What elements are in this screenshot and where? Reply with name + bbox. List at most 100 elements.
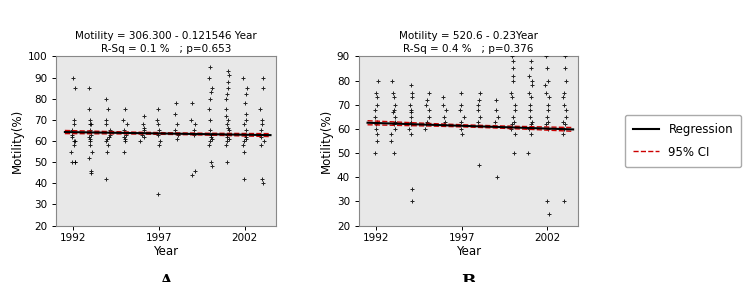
Point (118, 135, 130, 139)
Point (203, 107, 215, 111)
Point (455, 119, 467, 124)
Point (118, 149, 130, 154)
Point (237, 122, 249, 126)
Point (100, 177, 112, 181)
Point (102, 107, 114, 111)
Point (508, 59, 520, 63)
Point (525, 131, 537, 136)
Point (155, 139, 167, 143)
Point (85, 170, 97, 175)
Point (455, 102, 467, 107)
Point (100, 122, 112, 126)
Point (240, 111, 252, 116)
Point (539, 91, 551, 95)
Point (387, 91, 399, 95)
Point (542, 102, 554, 107)
Point (558, 127, 570, 131)
Point (389, 119, 401, 124)
Point (420, 122, 432, 126)
Point (541, 199, 553, 204)
Point (388, 151, 400, 155)
Point (170, 101, 182, 105)
Legend: Regression, 95% CI: Regression, 95% CI (625, 115, 741, 167)
Point (369, 151, 381, 155)
Point (237, 75, 249, 80)
Point (369, 127, 382, 131)
Point (385, 131, 397, 136)
Point (69, 160, 81, 164)
Point (506, 95, 518, 100)
Point (85, 122, 97, 126)
Point (65, 135, 77, 139)
Point (439, 122, 451, 126)
Point (436, 95, 448, 100)
Point (541, 66, 553, 71)
Point (206, 136, 218, 141)
Point (223, 128, 235, 133)
Point (420, 102, 432, 107)
Point (369, 107, 381, 112)
Point (438, 114, 450, 119)
Point (255, 143, 267, 147)
Point (541, 78, 553, 83)
Point (86, 149, 98, 154)
Point (489, 119, 501, 124)
Point (543, 95, 555, 100)
Point (221, 160, 233, 164)
Point (507, 74, 519, 78)
Point (222, 135, 234, 139)
Point (404, 102, 416, 107)
Point (454, 127, 466, 131)
Point (508, 42, 520, 47)
Point (66, 128, 78, 133)
Point (258, 86, 270, 90)
Point (169, 111, 181, 116)
Point (406, 131, 418, 136)
Point (558, 199, 570, 204)
Point (526, 83, 538, 88)
Point (406, 95, 418, 100)
Point (454, 107, 466, 112)
Y-axis label: Motility(%): Motility(%) (11, 109, 23, 173)
Point (101, 149, 113, 154)
Point (405, 114, 417, 119)
Point (388, 95, 400, 100)
Point (205, 135, 217, 139)
Point (406, 199, 418, 204)
Point (204, 96, 216, 101)
Point (220, 96, 232, 101)
Point (557, 131, 569, 136)
Point (119, 136, 131, 141)
Point (472, 119, 484, 124)
Point (526, 119, 538, 124)
Point (119, 139, 131, 143)
Point (204, 65, 216, 69)
Point (387, 110, 399, 114)
Point (472, 107, 484, 112)
Point (559, 66, 571, 71)
Point (523, 151, 535, 155)
Point (220, 113, 232, 118)
Point (240, 136, 252, 141)
Point (204, 139, 216, 143)
Point (369, 122, 382, 126)
Point (257, 181, 269, 186)
Point (406, 91, 418, 95)
Point (171, 136, 183, 141)
Point (472, 102, 484, 107)
Point (84, 122, 96, 126)
Point (104, 128, 116, 133)
Point (83, 136, 95, 141)
Point (556, 95, 569, 100)
Point (525, 59, 537, 63)
Point (524, 107, 536, 112)
Point (523, 74, 535, 78)
Point (104, 133, 116, 137)
Point (256, 177, 268, 181)
Point (189, 122, 201, 126)
Point (406, 187, 418, 191)
Point (117, 118, 129, 122)
Point (223, 136, 235, 141)
Point (385, 139, 397, 143)
Point (560, 78, 572, 83)
